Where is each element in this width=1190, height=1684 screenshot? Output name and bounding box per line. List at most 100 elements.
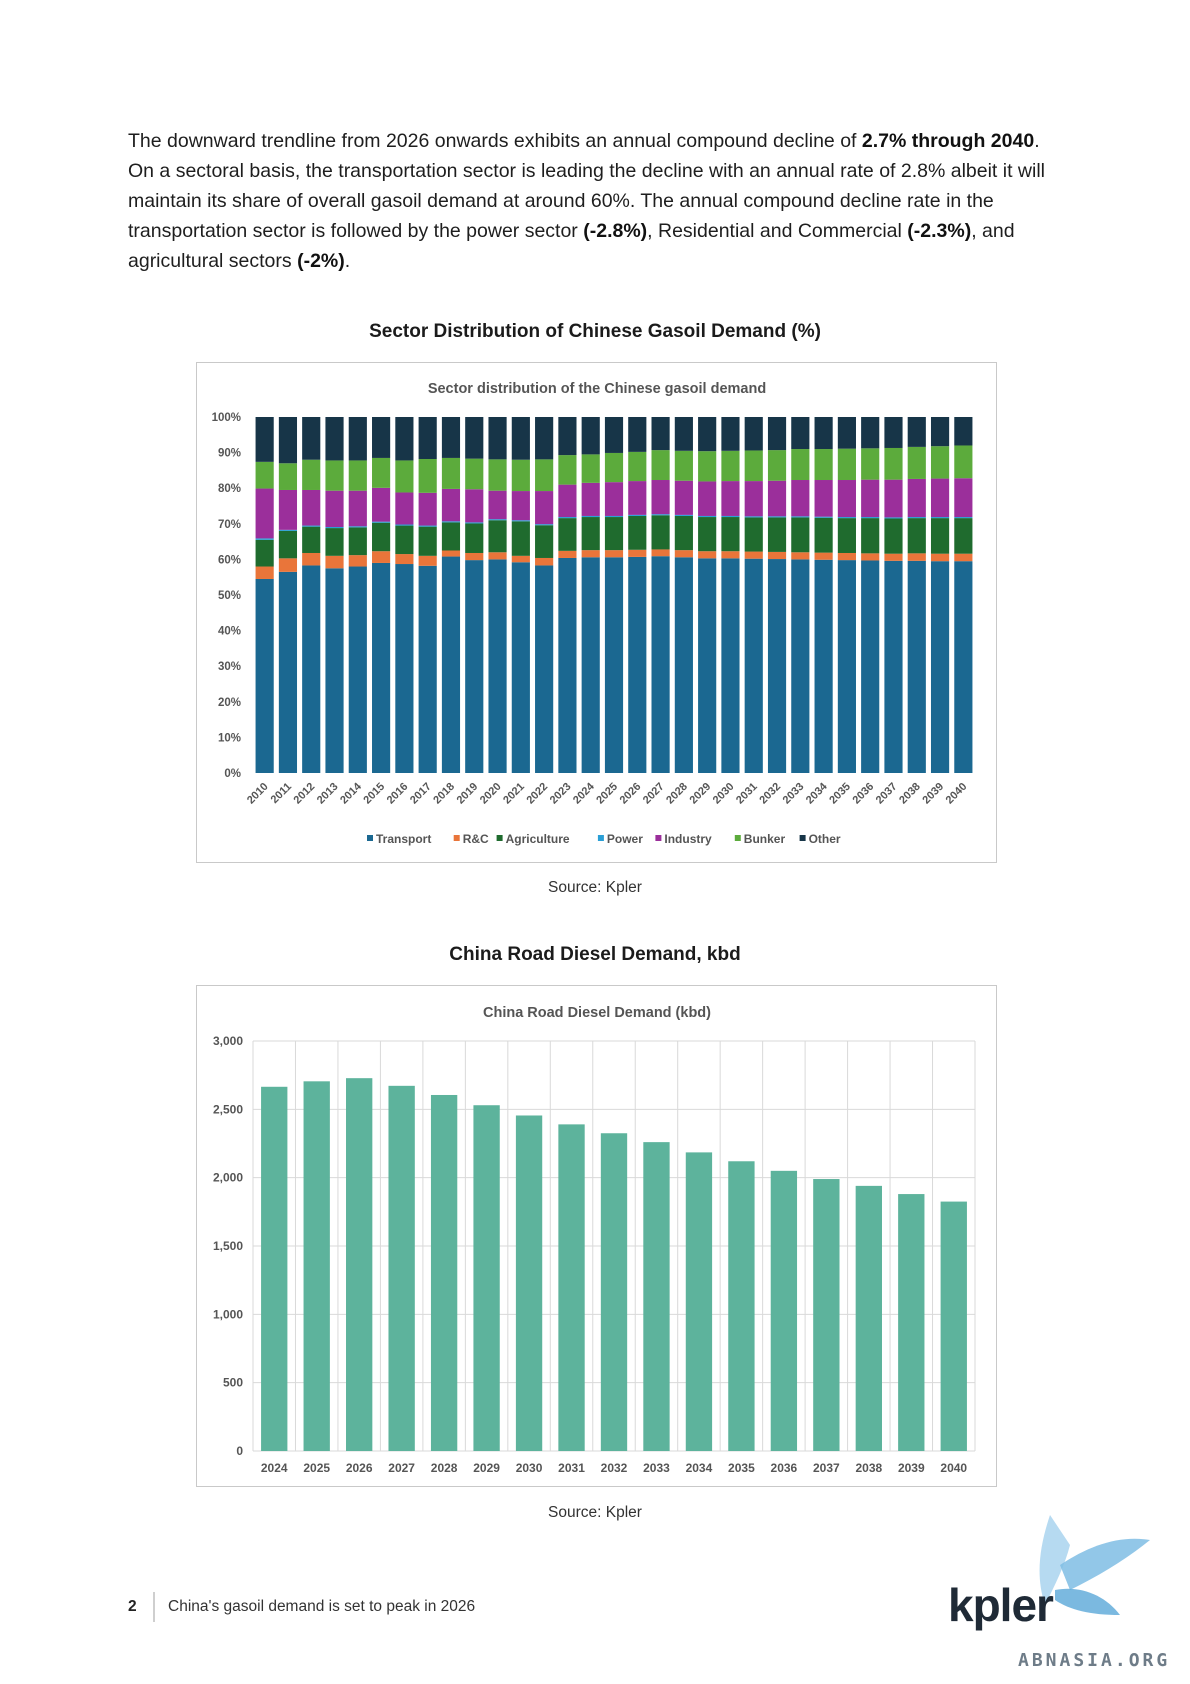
bar-segment-power xyxy=(535,524,553,525)
bar-segment-industry xyxy=(325,491,343,527)
bar-segment-agriculture xyxy=(838,518,856,553)
bar-segment-industry xyxy=(465,489,483,522)
bar-segment-industry xyxy=(488,491,506,519)
bar-segment-agriculture xyxy=(605,517,623,550)
bar-segment-rc xyxy=(908,553,926,560)
bar-segment-rc xyxy=(884,554,902,561)
x-tick-label: 2029 xyxy=(687,781,713,807)
bar-segment-rc xyxy=(465,553,483,560)
legend-label: Other xyxy=(809,832,841,846)
diesel-bar xyxy=(813,1179,839,1451)
bar-segment-agriculture xyxy=(582,517,600,550)
bar-segment-agriculture xyxy=(488,520,506,552)
bar-segment-bunker xyxy=(488,459,506,490)
bar-segment-bunker xyxy=(675,451,693,481)
y-tick-label: 70% xyxy=(218,519,241,531)
bar-segment-other xyxy=(349,417,367,460)
x-tick-label: 2038 xyxy=(897,781,923,807)
x-tick-label: 2036 xyxy=(851,781,877,807)
y-tick-label: 10% xyxy=(218,732,241,744)
x-tick-label: 2037 xyxy=(813,1461,840,1475)
legend-label: Bunker xyxy=(744,832,786,846)
legend-swatch xyxy=(598,835,604,841)
x-tick-label: 2040 xyxy=(940,1461,967,1475)
bar-segment-other xyxy=(721,417,739,451)
bar-segment-rc xyxy=(954,554,972,561)
diesel-bar xyxy=(643,1142,669,1451)
bar-segment-other xyxy=(582,417,600,454)
bar-segment-bunker xyxy=(535,459,553,491)
bar-segment-bunker xyxy=(721,451,739,481)
bar-segment-transport xyxy=(349,567,367,773)
bar-segment-industry xyxy=(838,480,856,517)
bar-segment-transport xyxy=(442,557,460,773)
bar-segment-rc xyxy=(325,556,343,568)
bar-segment-agriculture xyxy=(791,517,809,552)
bar-segment-power xyxy=(302,526,320,527)
bar-segment-bunker xyxy=(768,450,786,481)
paragraph-bold: (-2.3%) xyxy=(907,220,971,242)
x-tick-label: 2022 xyxy=(524,781,550,807)
diesel-bar xyxy=(898,1194,924,1451)
x-tick-label: 2025 xyxy=(303,1461,330,1475)
bar-segment-industry xyxy=(628,481,646,515)
bar-segment-transport xyxy=(698,558,716,773)
bar-segment-transport xyxy=(558,558,576,773)
bar-segment-agriculture xyxy=(861,518,879,553)
bar-segment-bunker xyxy=(954,445,972,478)
bar-segment-other xyxy=(395,417,413,460)
x-tick-label: 2017 xyxy=(408,781,434,807)
bar-segment-rc xyxy=(815,553,833,560)
bar-segment-bunker xyxy=(628,452,646,481)
bar-segment-other xyxy=(954,417,972,445)
bar-segment-agriculture xyxy=(721,517,739,551)
bar-segment-power xyxy=(558,517,576,518)
bar-segment-bunker xyxy=(605,453,623,482)
y-tick-label: 0 xyxy=(236,1444,243,1458)
bar-segment-other xyxy=(698,417,716,451)
diesel-bar xyxy=(856,1186,882,1451)
bar-segment-industry xyxy=(815,480,833,517)
x-tick-label: 2025 xyxy=(594,781,620,807)
x-tick-label: 2033 xyxy=(643,1461,670,1475)
bar-segment-rc xyxy=(419,556,437,566)
x-tick-label: 2020 xyxy=(478,781,504,807)
x-tick-label: 2035 xyxy=(728,1461,755,1475)
y-tick-label: 30% xyxy=(218,661,241,673)
bar-segment-industry xyxy=(372,488,390,522)
bar-segment-industry xyxy=(698,481,716,516)
y-tick-label: 50% xyxy=(218,590,241,602)
x-tick-label: 2027 xyxy=(641,781,667,807)
bar-segment-rc xyxy=(488,552,506,559)
bar-segment-other xyxy=(908,417,926,447)
bar-segment-rc xyxy=(558,551,576,558)
diesel-bar xyxy=(728,1161,754,1451)
bar-segment-power xyxy=(651,514,669,515)
x-tick-label: 2028 xyxy=(431,1461,458,1475)
legend-label: Power xyxy=(607,832,643,846)
bar-segment-bunker xyxy=(791,449,809,480)
legend-label: Transport xyxy=(376,832,431,846)
bar-segment-power xyxy=(908,517,926,518)
bar-segment-power xyxy=(745,516,763,517)
bar-segment-power xyxy=(721,516,739,517)
bar-segment-rc xyxy=(861,553,879,560)
bar-segment-rc xyxy=(442,551,460,557)
y-tick-label: 90% xyxy=(218,448,241,460)
bar-segment-agriculture xyxy=(256,540,274,567)
x-tick-label: 2032 xyxy=(601,1461,628,1475)
y-tick-label: 1,500 xyxy=(213,1239,243,1253)
x-tick-label: 2030 xyxy=(711,781,737,807)
bar-segment-transport xyxy=(582,557,600,773)
bar-segment-industry xyxy=(442,489,460,521)
body-paragraph: The downward trendline from 2026 onwards… xyxy=(128,126,1058,276)
bar-segment-power xyxy=(605,516,623,517)
bar-segment-transport xyxy=(488,559,506,773)
bar-segment-power xyxy=(838,517,856,518)
bar-segment-other xyxy=(512,417,530,460)
bar-segment-agriculture xyxy=(465,523,483,553)
x-tick-label: 2031 xyxy=(734,781,760,807)
legend-swatch xyxy=(497,835,503,841)
bar-segment-rc xyxy=(395,554,413,564)
bar-segment-power xyxy=(488,519,506,520)
